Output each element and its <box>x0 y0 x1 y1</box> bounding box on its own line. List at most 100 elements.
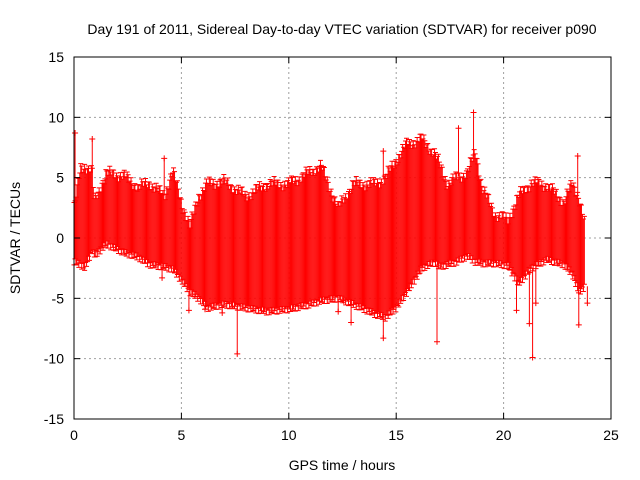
data-point <box>178 198 184 281</box>
data-point <box>72 130 79 137</box>
data-point <box>422 140 428 271</box>
data-point <box>404 137 410 297</box>
data-point <box>380 148 387 155</box>
data-point <box>553 188 559 264</box>
data-point <box>340 297 347 304</box>
x-tick-label: 10 <box>281 427 297 443</box>
data-point <box>131 184 137 258</box>
data-point <box>200 187 206 305</box>
data-point <box>81 168 87 269</box>
data-point <box>455 125 462 132</box>
data-point <box>327 190 333 303</box>
data-point <box>406 138 412 292</box>
data-point <box>99 182 105 249</box>
data-point <box>161 155 168 162</box>
data-point <box>335 308 342 315</box>
data-point <box>343 193 349 306</box>
data-point <box>400 143 406 296</box>
data-point <box>348 319 355 326</box>
data-point <box>185 307 192 314</box>
data-point <box>173 181 179 278</box>
data-point <box>159 274 166 281</box>
data-point <box>289 176 295 311</box>
data-point <box>488 205 494 267</box>
data-band <box>71 133 587 322</box>
data-point <box>564 188 570 270</box>
data-point <box>219 309 226 316</box>
chart-title: Day 191 of 2011, Sidereal Day-to-day VTE… <box>87 21 596 37</box>
data-point <box>442 176 448 265</box>
x-axis-label: GPS time / hours <box>289 457 396 473</box>
data-point <box>543 183 549 261</box>
data-point <box>521 185 527 277</box>
x-tick-label: 0 <box>70 427 78 443</box>
data-point <box>474 158 480 264</box>
data-point <box>234 350 241 357</box>
y-tick-label: -5 <box>52 290 65 306</box>
data-point <box>513 307 520 314</box>
data-point <box>403 140 409 294</box>
data-point <box>285 180 291 314</box>
data-point <box>414 136 420 280</box>
y-tick-label: 0 <box>56 230 64 246</box>
data-point <box>295 179 301 312</box>
data-layer <box>71 109 591 361</box>
data-point <box>425 142 431 269</box>
data-point <box>574 152 581 159</box>
data-point <box>538 184 544 267</box>
data-point <box>210 178 216 309</box>
y-axis-label: SDTVAR / TECUs <box>7 182 23 294</box>
data-point <box>477 179 483 266</box>
y-tick-label: 15 <box>48 49 64 65</box>
data-point <box>82 163 88 271</box>
data-point <box>146 181 152 264</box>
y-tick-label: -10 <box>44 351 64 367</box>
data-point <box>483 192 489 268</box>
x-tick-label: 25 <box>603 427 619 443</box>
tick-layer: 0 5 10 15 20 25 -15 -10 -5 0 5 10 15 <box>44 49 619 443</box>
data-point <box>421 134 427 266</box>
data-point <box>443 180 449 269</box>
data-point <box>318 164 324 303</box>
data-point <box>453 171 459 262</box>
data-point <box>324 176 330 304</box>
data-point <box>393 159 399 313</box>
data-point <box>250 188 256 312</box>
data-point <box>550 187 556 261</box>
data-point <box>258 185 264 312</box>
data-point <box>482 186 488 263</box>
data-point <box>128 177 134 255</box>
data-point <box>96 187 102 250</box>
data-point <box>149 183 155 266</box>
y-tick-label: 10 <box>48 109 64 125</box>
data-point <box>79 165 85 270</box>
data-point <box>202 306 209 313</box>
data-point <box>92 192 98 258</box>
x-tick-label: 5 <box>178 427 186 443</box>
data-point <box>85 167 91 263</box>
data-point <box>192 204 198 299</box>
data-point <box>567 183 573 275</box>
data-point <box>579 213 585 288</box>
data-point <box>584 300 591 307</box>
data-point <box>152 187 158 269</box>
data-point <box>580 218 586 293</box>
data-point <box>231 186 237 310</box>
data-point <box>171 167 177 273</box>
spike-points <box>72 109 591 361</box>
data-point <box>532 300 539 307</box>
data-point <box>529 354 536 361</box>
data-point <box>89 136 96 143</box>
data-point <box>556 196 562 267</box>
data-point <box>353 176 359 310</box>
data-point <box>470 109 477 116</box>
data-point <box>380 335 387 342</box>
data-point <box>88 165 94 252</box>
x-tick-label: 15 <box>388 427 404 443</box>
data-point <box>526 320 533 327</box>
data-point <box>323 179 329 299</box>
data-point <box>581 215 587 285</box>
data-point <box>385 165 391 319</box>
data-point <box>463 170 469 257</box>
